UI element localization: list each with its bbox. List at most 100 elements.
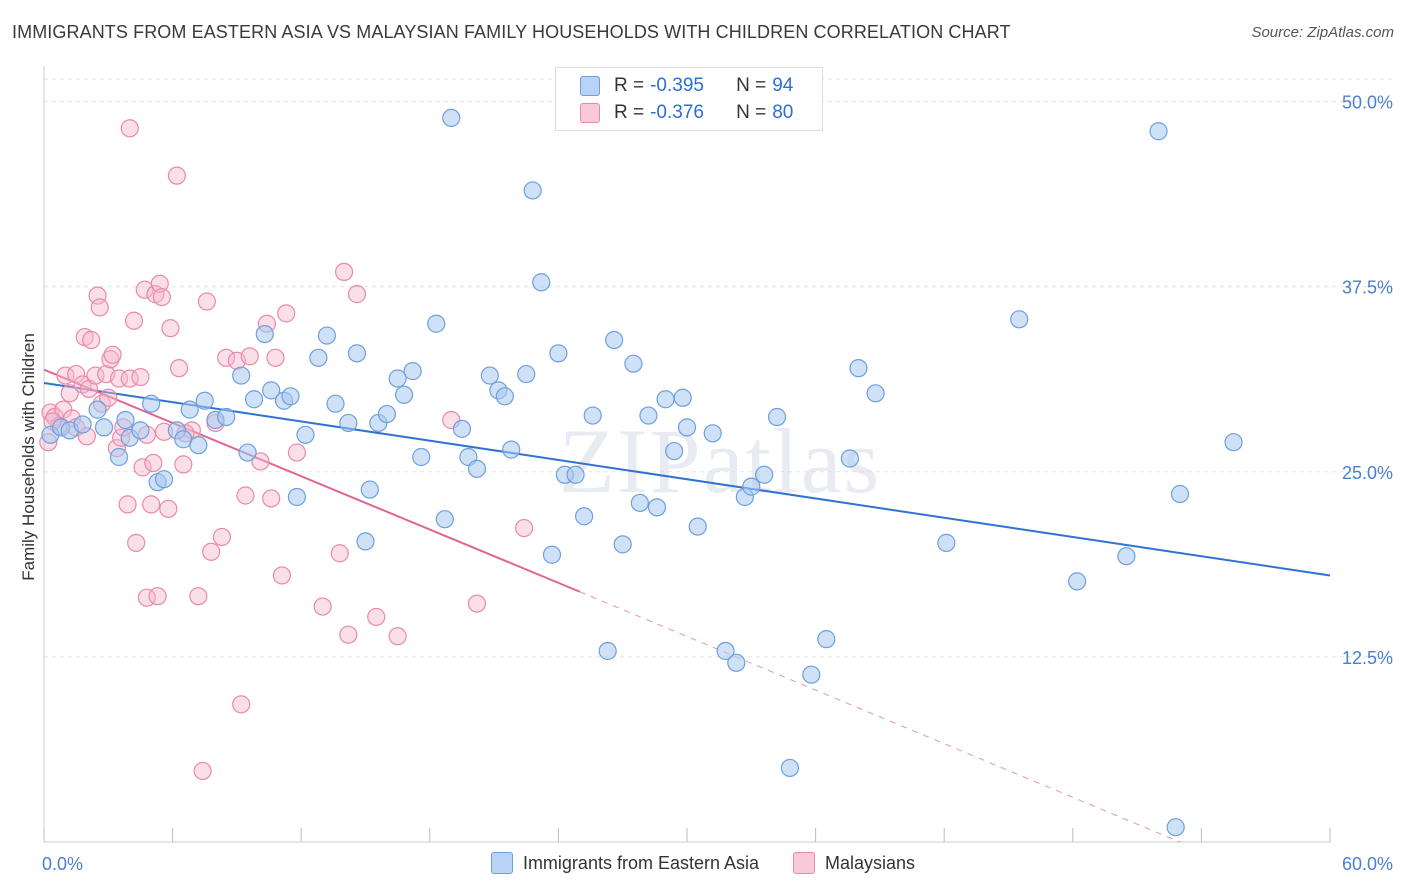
- malaysians-point: [272, 566, 292, 585]
- eastern-asia-point: [189, 436, 208, 455]
- stats-box: R = -0.395 N = 94 R = -0.376 N = 80: [555, 67, 823, 131]
- eastern-asia-point: [394, 385, 414, 404]
- malaysians-point: [189, 587, 208, 606]
- eastern-asia-point: [467, 459, 487, 478]
- malaysians-point: [330, 544, 349, 563]
- eastern-asia-point: [1170, 484, 1190, 504]
- malaysians-point: [212, 527, 231, 547]
- eastern-asia-point: [255, 324, 274, 344]
- malaysians-point: [217, 348, 236, 367]
- grid-layer: [44, 78, 1392, 658]
- stats-pink-n-label: N =: [736, 102, 767, 123]
- eastern-asia-point: [388, 369, 407, 388]
- eastern-asia-point: [88, 400, 107, 419]
- eastern-asia-point: [849, 359, 868, 378]
- malaysians-point: [124, 311, 144, 330]
- malaysians-trendline-extension: [579, 591, 1181, 843]
- eastern-asia-point: [238, 443, 257, 462]
- axes-layer: [43, 66, 1331, 843]
- eastern-asia-point: [780, 758, 799, 778]
- eastern-asia-point: [1117, 547, 1136, 566]
- eastern-asia-point: [347, 344, 367, 363]
- eastern-asia-point: [566, 465, 585, 484]
- malaysians-point: [287, 443, 307, 462]
- eastern-asia-point: [142, 394, 161, 413]
- eastern-asia-point: [703, 424, 722, 443]
- eastern-asia-point: [309, 348, 328, 367]
- x-tick-label: 60.0%: [1342, 854, 1393, 874]
- eastern-asia-point: [326, 394, 345, 413]
- legend-blue-swatch: [490, 852, 513, 874]
- eastern-asia-point: [1166, 818, 1185, 837]
- eastern-asia-point: [339, 413, 358, 433]
- eastern-asia-point: [639, 406, 658, 425]
- malaysians-point: [197, 292, 216, 311]
- legend-item-malaysians[interactable]: Malaysians: [793, 852, 915, 874]
- malaysians-point: [99, 388, 118, 407]
- eastern-asia-point: [452, 419, 472, 438]
- eastern-asia-points: [41, 108, 1243, 837]
- eastern-asia-point: [435, 510, 454, 529]
- eastern-asia-point: [802, 665, 821, 684]
- eastern-asia-point: [154, 470, 174, 489]
- eastern-asia-point: [109, 447, 129, 467]
- eastern-asia-point: [647, 498, 667, 517]
- eastern-asia-point: [1224, 433, 1243, 452]
- malaysians-point: [131, 367, 150, 387]
- malaysians-point: [367, 607, 386, 627]
- malaysians-point: [90, 298, 109, 317]
- eastern-asia-point: [517, 364, 536, 384]
- malaysians-points: [39, 119, 534, 781]
- eastern-asia-point: [1149, 122, 1168, 141]
- stats-blue-n-label: N =: [736, 75, 767, 96]
- eastern-asia-point: [232, 366, 251, 385]
- axis-labels: 12.5% 25.0% 37.5% 50.0% 0.0% 60.0% Family Hous…: [19, 93, 1393, 874]
- stats-blue-r-label: R =: [614, 75, 645, 96]
- eastern-asia-point: [583, 406, 602, 425]
- eastern-asia-point: [281, 387, 300, 406]
- eastern-asia-point: [442, 108, 461, 128]
- malaysians-point: [236, 486, 255, 505]
- eastern-asia-point: [755, 465, 774, 484]
- malaysians-point: [240, 347, 259, 366]
- eastern-asia-point: [624, 354, 643, 373]
- trend-layer: [43, 368, 1331, 843]
- legend-blue-label: Immigrants from Eastern Asia: [522, 852, 760, 873]
- malaysians-point: [60, 384, 79, 403]
- malaysians-point: [103, 345, 122, 364]
- eastern-asia-point: [598, 641, 617, 661]
- legend-pink-swatch: [793, 852, 816, 874]
- eastern-asia-point: [630, 493, 649, 513]
- eastern-asia-point: [1067, 572, 1087, 591]
- eastern-asia-point: [532, 273, 551, 292]
- y-tick-label: 25.0%: [1342, 463, 1393, 483]
- malaysians-point: [148, 587, 167, 606]
- malaysians-point: [150, 274, 169, 293]
- stats-blue-r-value: -0.395: [650, 75, 704, 96]
- eastern-asia-point: [840, 449, 859, 468]
- eastern-asia-point: [356, 532, 375, 551]
- malaysians-point: [277, 304, 296, 323]
- eastern-asia-point: [817, 630, 836, 649]
- eastern-asia-point: [937, 533, 956, 552]
- eastern-asia-point: [1010, 310, 1029, 329]
- eastern-asia-point: [605, 330, 624, 350]
- eastern-asia-point: [287, 487, 307, 507]
- eastern-asia-point: [575, 507, 594, 526]
- malaysians-point: [313, 597, 332, 616]
- eastern-asia-point: [73, 415, 92, 434]
- eastern-asia-point: [480, 366, 499, 385]
- eastern-asia-point: [195, 391, 214, 410]
- malaysians-point: [232, 695, 251, 714]
- y-tick-label: 37.5%: [1342, 278, 1393, 298]
- malaysians-point: [133, 458, 152, 477]
- stats-row-pink: R = -0.376 N = 80: [580, 100, 793, 126]
- eastern-asia-point: [94, 418, 114, 437]
- legend-item-eastern-asia[interactable]: Immigrants from Eastern Asia: [490, 852, 760, 874]
- malaysians-point: [169, 359, 189, 378]
- malaysians-point: [251, 452, 270, 471]
- chart-legend: Immigrants from Eastern Asia Malaysians: [0, 852, 1406, 874]
- stats-pink-n-value: 80: [772, 102, 794, 123]
- eastern-asia-point: [180, 400, 199, 419]
